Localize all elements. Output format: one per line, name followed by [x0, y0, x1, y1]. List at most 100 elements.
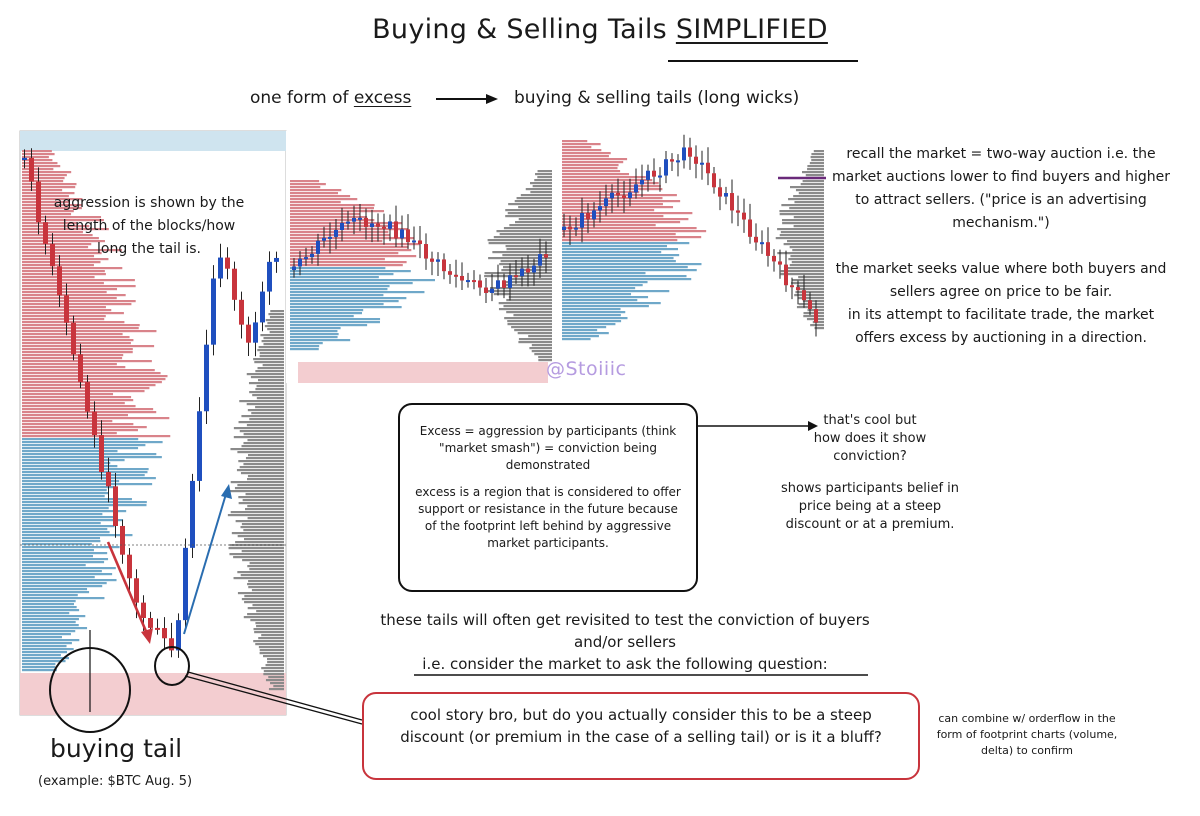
profile-bar — [22, 366, 126, 369]
profile-bar — [516, 197, 552, 200]
profile-bar — [22, 213, 72, 216]
profile-bar — [562, 284, 643, 287]
profile-bar — [795, 291, 824, 294]
profile-bar — [22, 231, 83, 234]
profile-bar — [290, 330, 338, 333]
profile-bar — [259, 652, 284, 655]
profile-bar — [811, 153, 824, 156]
profile-bar — [263, 337, 284, 340]
profile-bar — [22, 270, 105, 273]
profile-bar — [233, 436, 284, 439]
profile-bar — [562, 266, 688, 269]
profile-bar — [227, 514, 284, 517]
profile-bar — [22, 540, 101, 543]
profile-bar — [562, 200, 681, 203]
profile-bar — [562, 191, 640, 194]
profile-bar — [22, 228, 109, 231]
profile-bar — [562, 185, 661, 188]
right-notes-p2: the market seeks value where both buyers… — [835, 261, 1167, 300]
candle-body — [436, 259, 440, 262]
profile-bar — [802, 300, 824, 303]
profile-bar — [269, 316, 284, 319]
profile-bar — [506, 299, 552, 302]
profile-bar — [22, 519, 124, 522]
profile-bar — [22, 516, 114, 519]
profile-bar — [562, 221, 681, 224]
profile-bar — [290, 318, 381, 321]
profile-bar — [22, 492, 109, 495]
candle-body — [412, 240, 416, 243]
profile-bar — [290, 336, 338, 339]
profile-bar — [22, 306, 106, 309]
profile-bar — [239, 430, 284, 433]
profile-bar — [243, 529, 284, 532]
profile-bar — [22, 561, 105, 564]
profile-bar — [562, 248, 679, 251]
candle-body — [406, 229, 410, 243]
profile-bar — [791, 261, 824, 264]
profile-bar — [22, 348, 133, 351]
watermark: @Stoiiic — [546, 358, 627, 380]
profile-bar — [787, 240, 824, 243]
profile-bar — [795, 189, 824, 192]
profile-bar — [237, 571, 284, 574]
profile-bar — [529, 347, 552, 350]
profile-bar — [22, 192, 75, 195]
profile-bar — [290, 183, 326, 186]
profile-bar — [22, 564, 86, 567]
profile-bar — [562, 323, 616, 326]
candle-body — [568, 226, 572, 230]
profile-bar — [813, 150, 824, 153]
profile-bar — [22, 342, 131, 345]
profile-bar — [22, 546, 120, 549]
profile-bar — [265, 319, 284, 322]
profile-bar — [562, 311, 626, 314]
candle-body — [622, 195, 626, 198]
profile-bar — [538, 356, 552, 359]
profile-bar — [241, 415, 284, 418]
profile-bar — [22, 501, 147, 504]
profile-bar — [797, 297, 824, 300]
profile-bar — [290, 219, 375, 222]
profile-bar — [259, 649, 284, 652]
profile-bar — [22, 153, 55, 156]
profile-bar — [255, 388, 284, 391]
profile-bar — [290, 237, 414, 240]
profile-bar — [22, 552, 108, 555]
profile-bar — [484, 275, 552, 278]
profile-bar — [247, 439, 284, 442]
profile-bar — [237, 535, 284, 538]
profile-bar — [290, 204, 375, 207]
candle-body — [85, 382, 90, 412]
candle-body — [694, 156, 698, 164]
profile-bar — [22, 345, 155, 348]
profile-bar — [507, 323, 552, 326]
profile-bar — [510, 278, 552, 281]
profile-bar — [243, 616, 284, 619]
profile-bar — [290, 300, 399, 303]
profile-bar — [789, 246, 824, 249]
profile-bar — [507, 320, 552, 323]
profile-bar — [22, 534, 133, 537]
profile-bar — [22, 204, 83, 207]
profile-bar — [247, 517, 284, 520]
profile-bar — [22, 468, 149, 471]
profile-bar — [22, 249, 123, 252]
profile-bar — [22, 606, 77, 609]
cool-note-p2: shows participants belief in price being… — [780, 481, 960, 532]
profile-bar — [22, 258, 109, 261]
blue-arrow-line — [183, 493, 227, 635]
profile-bar — [22, 324, 140, 327]
profile-bar — [22, 600, 76, 603]
profile-bar — [249, 562, 284, 565]
profile-bar — [269, 331, 284, 334]
title-prefix: Buying & Selling Tails — [372, 14, 676, 45]
profile-bar — [270, 310, 284, 313]
profile-bar — [807, 168, 824, 171]
profile-bar — [255, 643, 284, 646]
profile-bar — [531, 350, 552, 353]
red-arrow-line — [106, 541, 150, 637]
excess-box-p2: excess is a region that is considered to… — [415, 485, 681, 550]
profile-bar — [290, 348, 319, 351]
profile-bar — [248, 580, 284, 583]
